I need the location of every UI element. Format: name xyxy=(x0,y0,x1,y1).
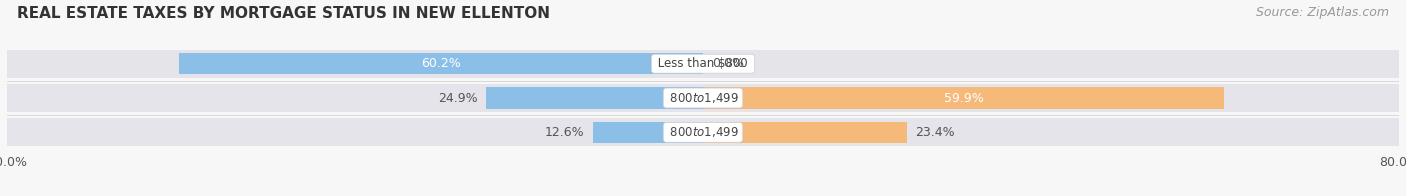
Bar xyxy=(7,84,1399,112)
Text: 23.4%: 23.4% xyxy=(915,126,955,139)
Text: Source: ZipAtlas.com: Source: ZipAtlas.com xyxy=(1256,6,1389,19)
Text: 59.9%: 59.9% xyxy=(943,92,983,104)
Text: 60.2%: 60.2% xyxy=(422,57,461,70)
Text: 12.6%: 12.6% xyxy=(546,126,585,139)
Text: Less than $800: Less than $800 xyxy=(654,57,752,70)
Bar xyxy=(7,50,1399,78)
Text: $800 to $1,499: $800 to $1,499 xyxy=(666,91,740,105)
Bar xyxy=(7,118,1399,146)
Bar xyxy=(593,122,703,143)
Bar xyxy=(486,87,703,109)
Bar xyxy=(703,122,907,143)
Text: 24.9%: 24.9% xyxy=(439,92,478,104)
Text: REAL ESTATE TAXES BY MORTGAGE STATUS IN NEW ELLENTON: REAL ESTATE TAXES BY MORTGAGE STATUS IN … xyxy=(17,6,550,21)
Text: $800 to $1,499: $800 to $1,499 xyxy=(666,125,740,139)
Bar xyxy=(703,87,1225,109)
Text: 0.0%: 0.0% xyxy=(711,57,744,70)
Bar xyxy=(180,53,703,74)
